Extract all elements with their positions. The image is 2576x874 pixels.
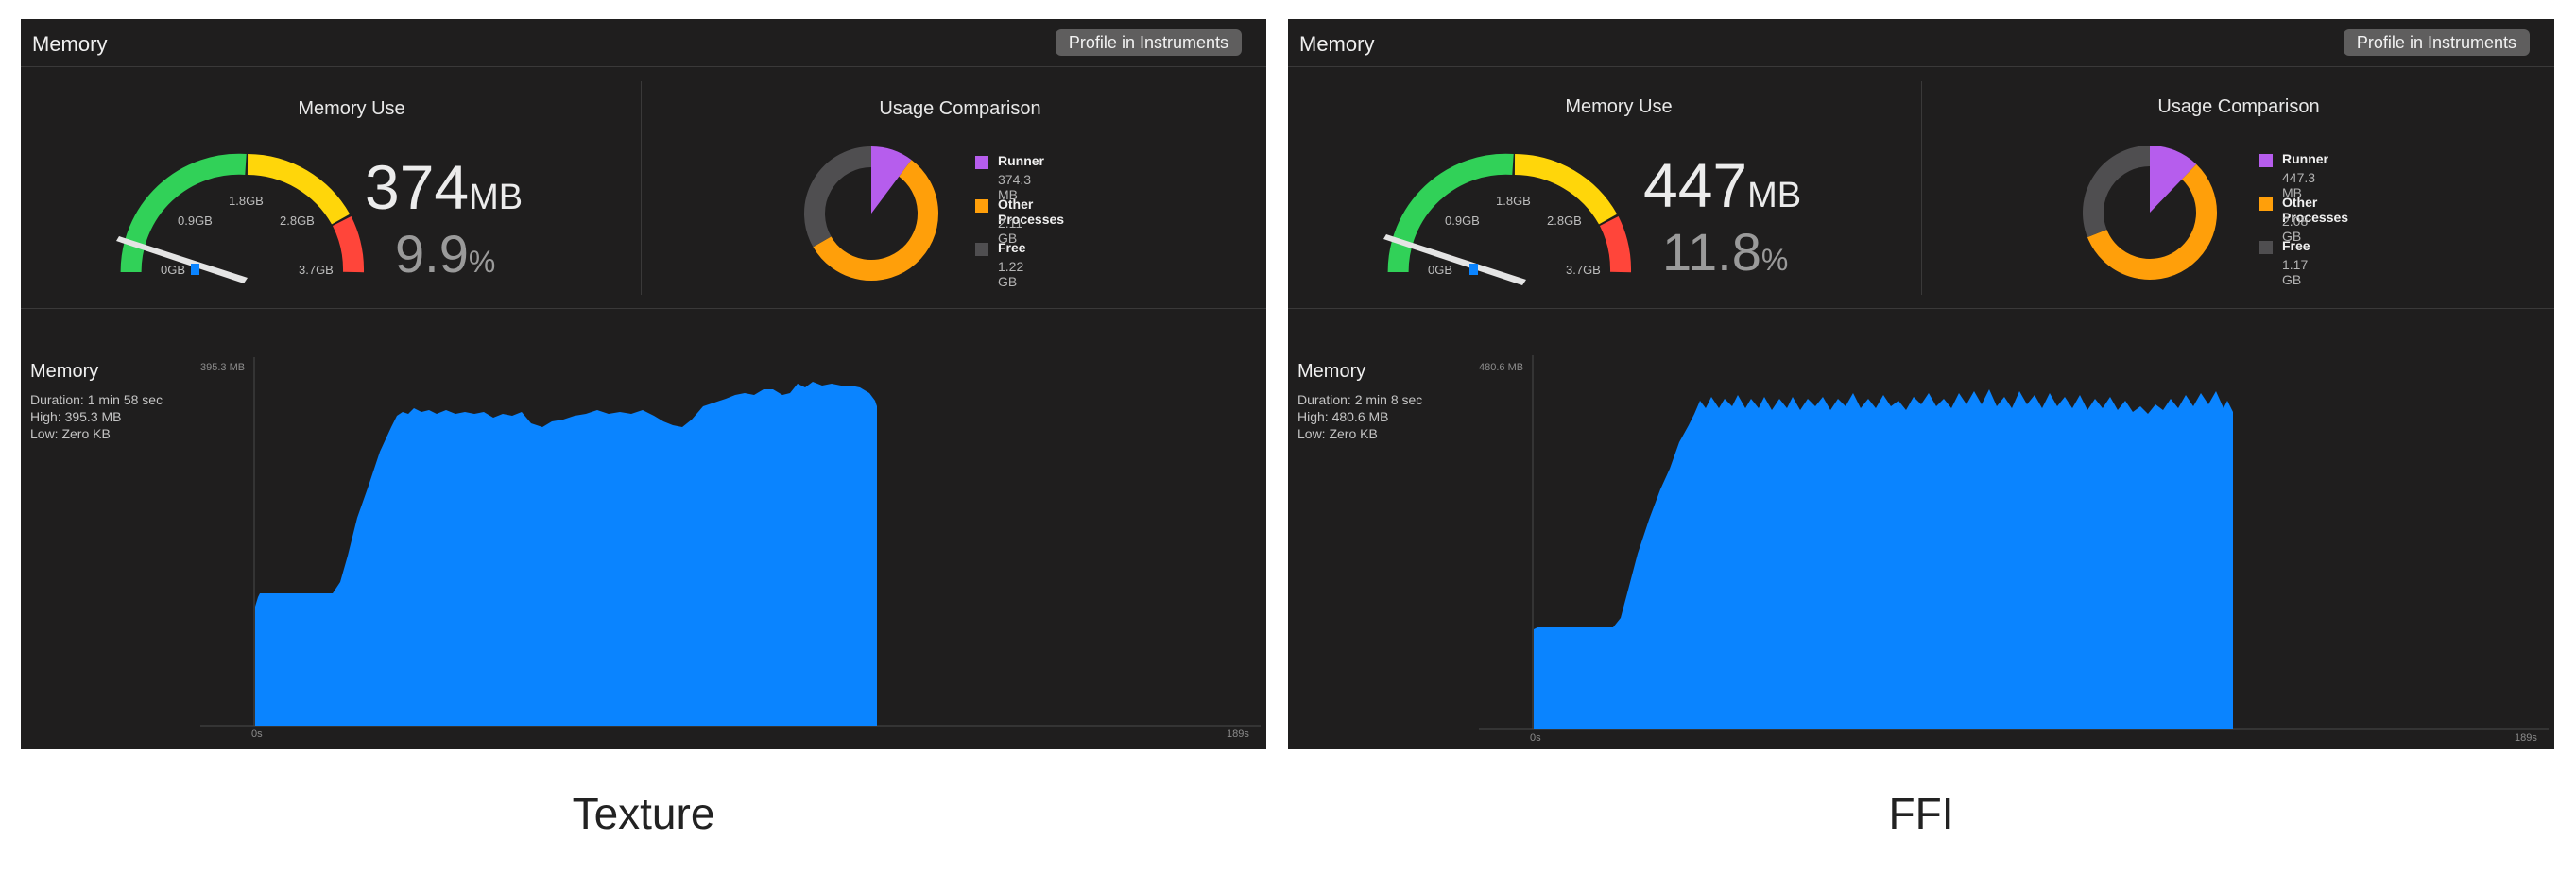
panel-header: Memory Profile in Instruments <box>21 19 1266 67</box>
other-processes-swatch-icon <box>2259 197 2273 211</box>
panel-title: Memory <box>32 32 108 56</box>
gauge-green-arc <box>120 153 247 273</box>
panel-header: Memory Profile in Instruments <box>1288 19 2554 67</box>
memory-panel-texture: Memory Profile in Instruments Memory Use… <box>21 19 1266 749</box>
profile-in-instruments-button[interactable]: Profile in Instruments <box>1055 29 1242 56</box>
usage-comparison-title: Usage Comparison <box>879 98 1041 119</box>
graph-stats: Duration: 2 min 8 sec High: 480.6 MB Low… <box>1297 391 1422 442</box>
free-segment <box>2083 146 2151 238</box>
section-divider <box>641 81 642 295</box>
memory-use-percent: 9.9% <box>395 224 496 283</box>
gauge-label-3.7: 3.7GB <box>1566 263 1601 277</box>
graph-title: Memory <box>30 361 99 382</box>
gauge-label-0: 0GB <box>1428 263 1452 277</box>
caption-ffi: FFI <box>1888 789 1954 838</box>
gauge-yellow-arc <box>1514 154 1618 225</box>
usage-donut-segments <box>804 146 938 281</box>
other-processes-segment <box>2087 163 2217 280</box>
graph-low: Low: Zero KB <box>1297 426 1378 441</box>
graph-duration: Duration: 2 min 8 sec <box>1297 392 1423 407</box>
graph-x-start-label: 0s <box>1530 732 1541 744</box>
gauge-label-0.9: 0.9GB <box>178 214 213 228</box>
graph-duration: Duration: 1 min 58 sec <box>30 392 163 407</box>
memory-gauge: 0GB 0.9GB 1.8GB 2.8GB 3.7GB <box>116 153 365 283</box>
graph-stats: Duration: 1 min 58 sec High: 395.3 MB Lo… <box>30 391 163 442</box>
gauge-yellow-arc <box>247 154 351 225</box>
usage-donut-segments <box>2083 146 2217 280</box>
memory-use-title: Memory Use <box>298 98 405 119</box>
gauge-marker-icon <box>191 264 199 275</box>
free-swatch-icon <box>2259 241 2273 254</box>
memory-graph-area <box>255 382 877 726</box>
graph-high: High: 395.3 MB <box>30 409 122 424</box>
gauge-label-2.8: 2.8GB <box>280 214 315 228</box>
gauge-marker-icon <box>1469 264 1478 275</box>
graph-x-end-label: 189s <box>2515 732 2537 744</box>
gauge-red-arc <box>332 216 365 273</box>
memory-use-value: 374MB <box>365 152 524 222</box>
graph-high: High: 480.6 MB <box>1297 409 1389 424</box>
section-divider <box>1921 81 1922 295</box>
gauge-label-0: 0GB <box>161 263 185 277</box>
other-processes-swatch-icon <box>975 199 988 213</box>
profile-in-instruments-button[interactable]: Profile in Instruments <box>2343 29 2530 56</box>
graph-ymax-label: 395.3 MB <box>200 362 245 373</box>
memory-graph-area <box>1534 389 2233 729</box>
caption-texture: Texture <box>572 789 715 838</box>
memory-graph: 480.6 MB 0s 189s <box>1479 355 2549 744</box>
runner-swatch-icon <box>2259 154 2273 167</box>
free-swatch-icon <box>975 243 988 256</box>
usage-donut <box>2083 146 2217 280</box>
section-divider <box>21 308 1266 309</box>
gauge-needle-icon <box>1383 234 1526 285</box>
graph-x-end-label: 189s <box>1227 728 1249 740</box>
graph-ymax-label: 480.6 MB <box>1479 362 1523 373</box>
free-segment <box>804 146 872 248</box>
gauge-label-1.8: 1.8GB <box>1496 194 1531 208</box>
graph-title: Memory <box>1297 361 1366 382</box>
memory-panel-ffi: Memory Profile in Instruments Memory Use… <box>1288 19 2554 749</box>
memory-use-percent: 11.8% <box>1662 222 1789 282</box>
usage-comparison-title: Usage Comparison <box>2157 96 2320 117</box>
runner-segment <box>2150 146 2197 213</box>
gauge-needle-icon <box>116 236 248 283</box>
gauge-green-arc <box>1387 153 1514 273</box>
other-processes-segment <box>813 160 938 281</box>
gauge-label-0.9: 0.9GB <box>1445 214 1480 228</box>
gauge-red-arc <box>1599 216 1632 273</box>
usage-donut <box>804 146 938 281</box>
graph-low: Low: Zero KB <box>30 426 111 441</box>
gauge-label-3.7: 3.7GB <box>299 263 334 277</box>
panel-title: Memory <box>1299 32 1375 56</box>
runner-segment <box>871 146 912 214</box>
gauge-label-1.8: 1.8GB <box>229 194 264 208</box>
section-divider <box>1288 308 2554 309</box>
gauge-label-2.8: 2.8GB <box>1547 214 1582 228</box>
memory-gauge: 0GB 0.9GB 1.8GB 2.8GB 3.7GB <box>1383 153 1632 285</box>
runner-swatch-icon <box>975 156 988 169</box>
memory-graph: 395.3 MB 0s 189s <box>200 357 1261 740</box>
memory-use-title: Memory Use <box>1565 96 1673 117</box>
memory-use-value: 447MB <box>1643 150 1802 220</box>
graph-x-start-label: 0s <box>251 728 263 740</box>
